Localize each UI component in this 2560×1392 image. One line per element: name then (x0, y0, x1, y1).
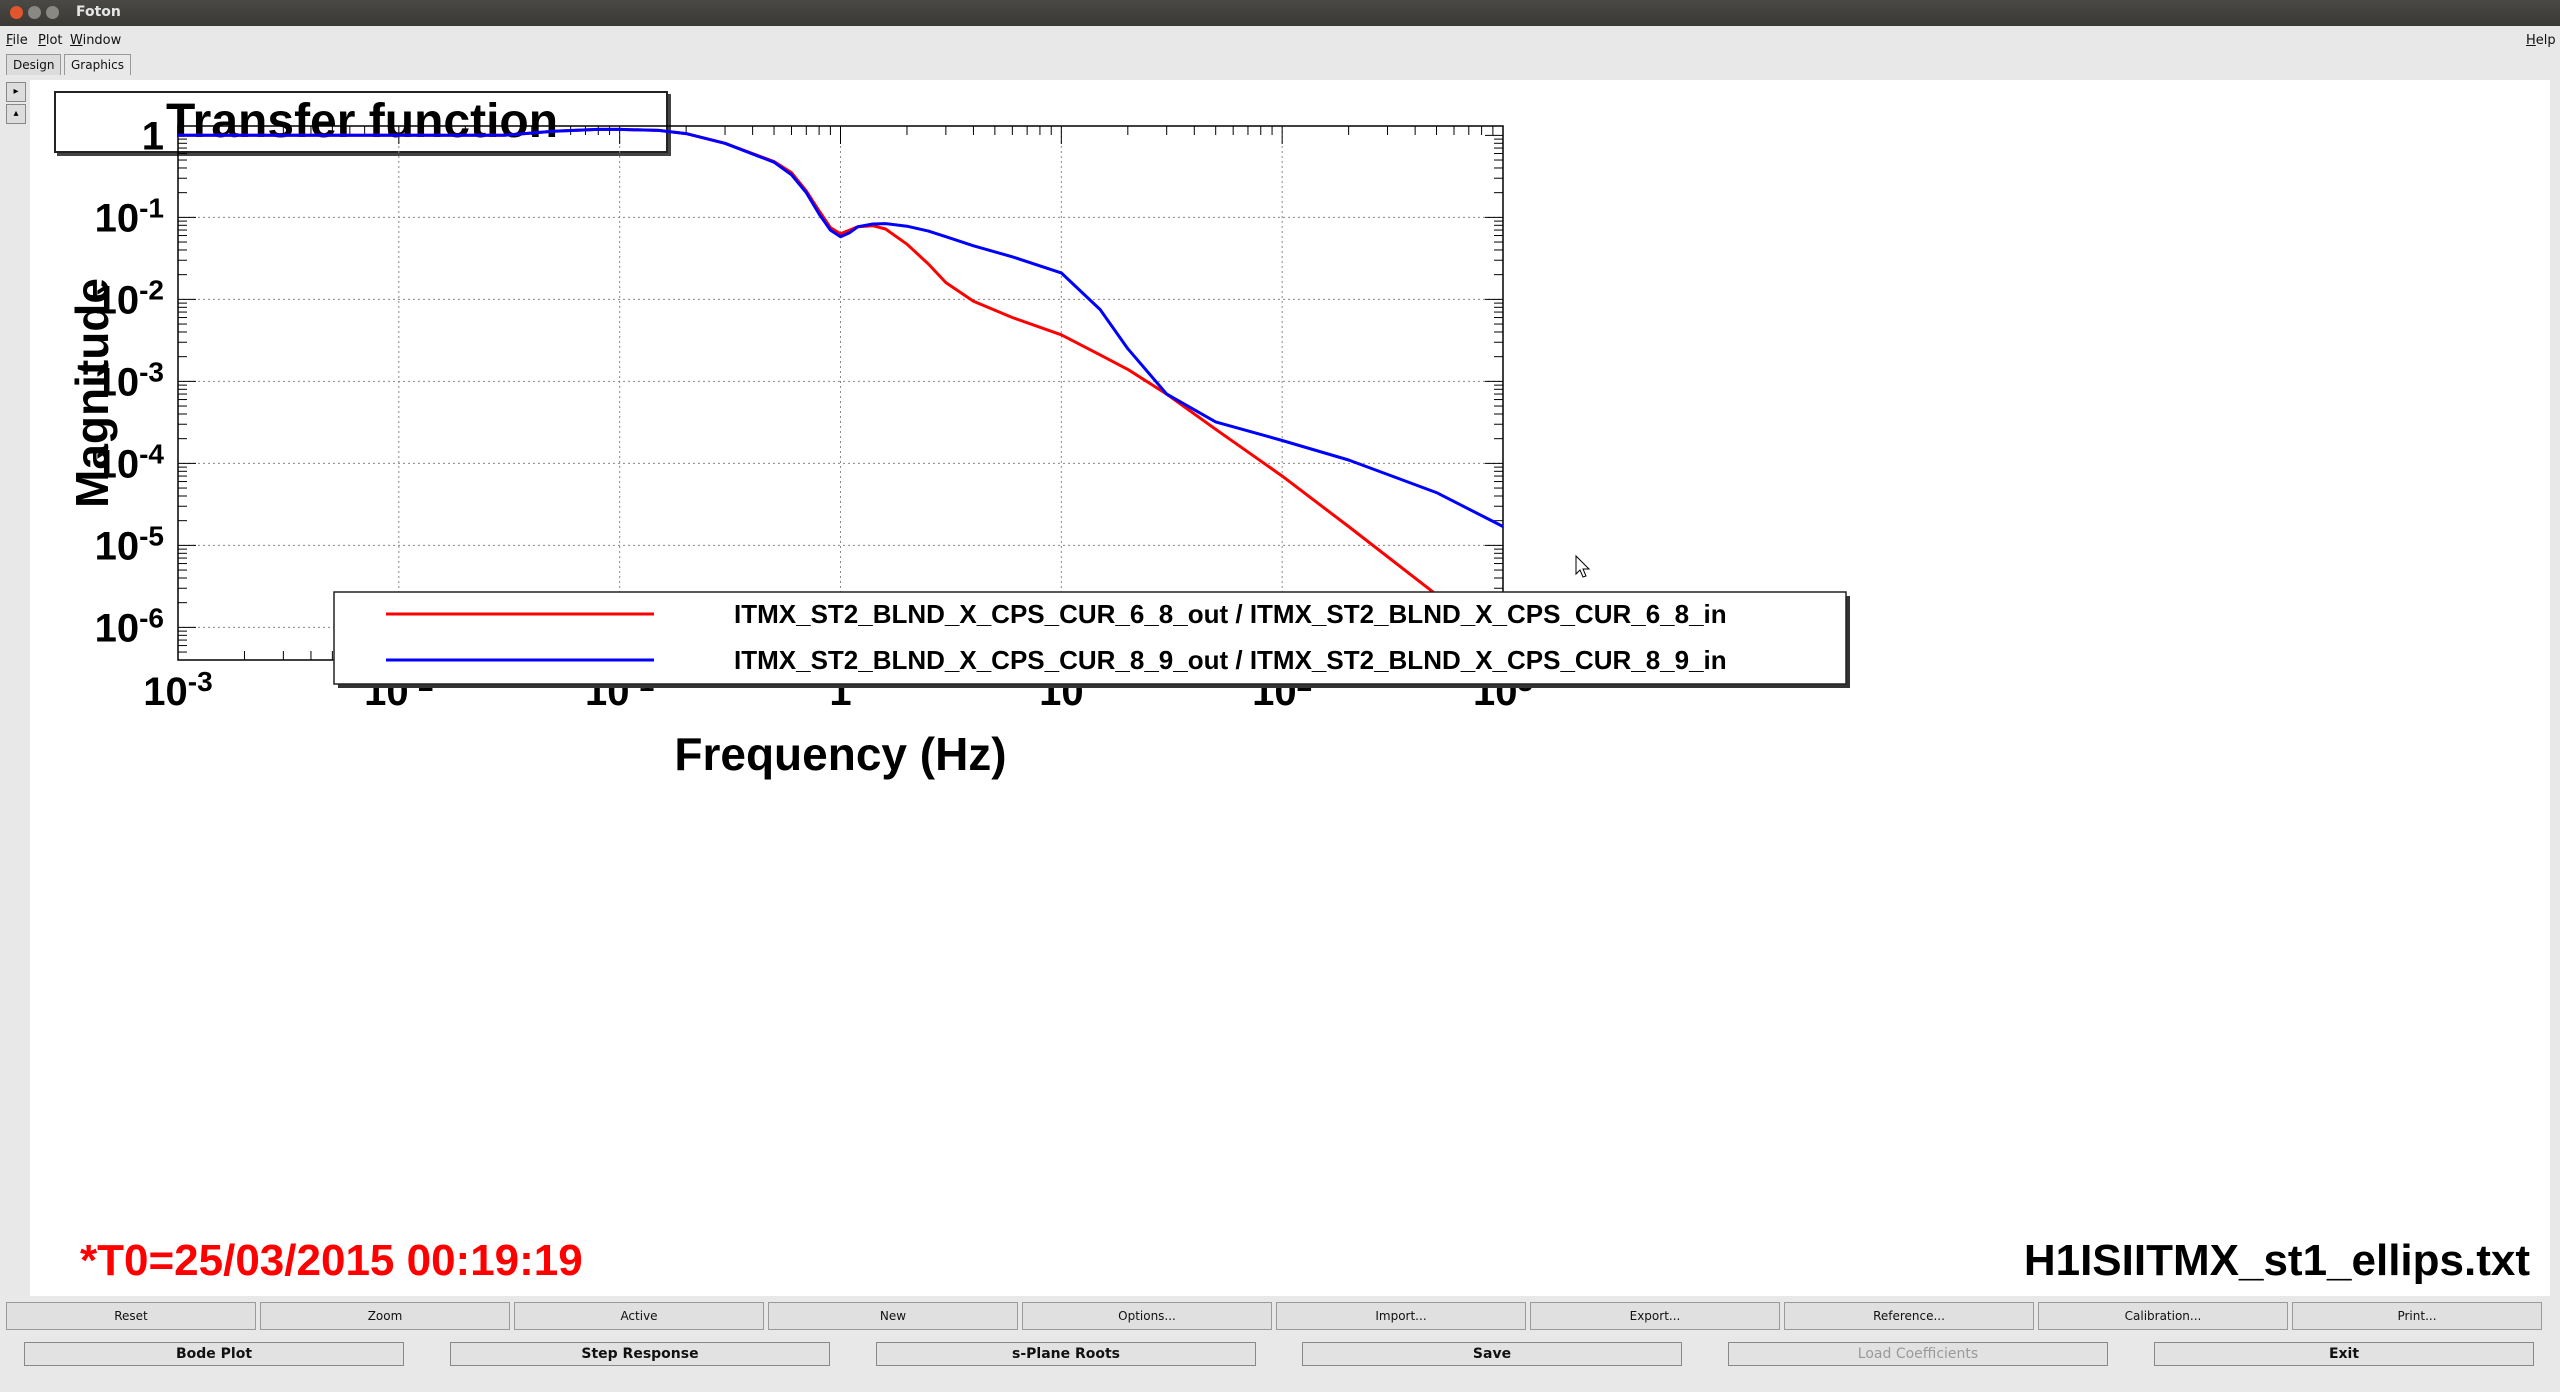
legend-entry: ITMX_ST2_BLND_X_CPS_CUR_6_8_out / ITMX_S… (734, 599, 1727, 629)
legend-entry: ITMX_ST2_BLND_X_CPS_CUR_8_9_out / ITMX_S… (734, 645, 1727, 675)
active-button[interactable]: Active (514, 1302, 764, 1330)
print-button[interactable]: Print... (2292, 1302, 2542, 1330)
s-plane-roots-button[interactable]: s-Plane Roots (876, 1342, 1256, 1366)
maximize-window-icon[interactable] (46, 6, 59, 19)
load-coefficients-button: Load Coefficients (1728, 1342, 2108, 1366)
y-axis-label: Magnitude (66, 278, 118, 508)
y-tick-exponent: -6 (139, 602, 164, 633)
series-line-blue (178, 127, 1504, 528)
calibration-button[interactable]: Calibration... (2038, 1302, 2288, 1330)
x-tick-label: 10-3 (143, 666, 212, 714)
y-tick-exponent: -5 (139, 520, 164, 551)
filter-filename: H1ISIITMX_st1_ellips.txt (2023, 1236, 2530, 1285)
y-tick-exponent: -1 (139, 192, 164, 223)
mouse-cursor-icon (1575, 554, 1591, 578)
plot-canvas[interactable]: Transfer function 10-310-210-11101021031… (30, 80, 2550, 1296)
t0-timestamp: *T0=25/03/2015 00:19:19 (80, 1236, 583, 1285)
y-tick-base: 10 (95, 524, 140, 568)
bode-plot-button[interactable]: Bode Plot (24, 1342, 404, 1366)
options-button[interactable]: Options... (1022, 1302, 1272, 1330)
plot-title-box: Transfer function (54, 91, 668, 153)
menu-file[interactable]: File (6, 33, 28, 48)
tab-design[interactable]: Design (6, 54, 62, 75)
y-tick-exponent: -4 (139, 438, 164, 469)
save-button[interactable]: Save (1302, 1342, 1682, 1366)
y-tick-base: 1 (142, 114, 164, 158)
window-titlebar: Foton (0, 0, 2560, 26)
zoom-button[interactable]: Zoom (260, 1302, 510, 1330)
menu-help[interactable]: Help (2526, 33, 2556, 48)
menu-window[interactable]: Window (70, 33, 122, 48)
y-tick-base: 10 (95, 606, 140, 650)
close-window-icon[interactable] (10, 6, 23, 19)
y-tick-label: 10-5 (95, 520, 164, 568)
menu-bar: File Plot Window Help (0, 30, 2560, 52)
y-tick-label: 10-2 (95, 274, 164, 322)
y-tick-base: 10 (95, 196, 140, 240)
scroll-up-icon[interactable]: ▴ (6, 104, 26, 124)
x-tick-base: 10 (143, 670, 188, 714)
toolbar-row-1: Reset Zoom Active New Options... Import.… (6, 1302, 2554, 1332)
y-tick-base: 10 (95, 360, 140, 404)
exit-button[interactable]: Exit (2154, 1342, 2534, 1366)
transfer-function-plot[interactable]: 10-310-210-1110102103110-110-210-310-410… (30, 80, 2550, 1296)
step-response-button[interactable]: Step Response (450, 1342, 830, 1366)
reset-button[interactable]: Reset (6, 1302, 256, 1330)
y-tick-exponent: -3 (139, 356, 164, 387)
side-scroll: ▸ ▴ (6, 82, 26, 126)
y-tick-label: 10-1 (95, 192, 164, 240)
y-tick-label: 10-3 (95, 356, 164, 404)
legend-box (333, 591, 1847, 685)
x-axis-label: Frequency (Hz) (674, 728, 1006, 780)
tab-graphics[interactable]: Graphics (64, 54, 131, 75)
import-button[interactable]: Import... (1276, 1302, 1526, 1330)
export-button[interactable]: Export... (1530, 1302, 1780, 1330)
toolbar-row-2: Bode Plot Step Response s-Plane Roots Sa… (24, 1342, 2544, 1372)
y-tick-label: 1 (142, 114, 164, 158)
y-tick-exponent: -2 (139, 274, 164, 305)
reference-button[interactable]: Reference... (1784, 1302, 2034, 1330)
y-tick-base: 10 (95, 442, 140, 486)
minimize-window-icon[interactable] (28, 6, 41, 19)
y-tick-label: 10-4 (95, 438, 165, 486)
y-tick-base: 10 (95, 278, 140, 322)
menu-plot[interactable]: Plot (38, 33, 63, 48)
x-tick-exponent: -3 (188, 666, 213, 697)
y-tick-label: 10-6 (95, 602, 164, 650)
window-title: Foton (76, 4, 121, 20)
new-button[interactable]: New (768, 1302, 1018, 1330)
scroll-right-icon[interactable]: ▸ (6, 82, 26, 102)
